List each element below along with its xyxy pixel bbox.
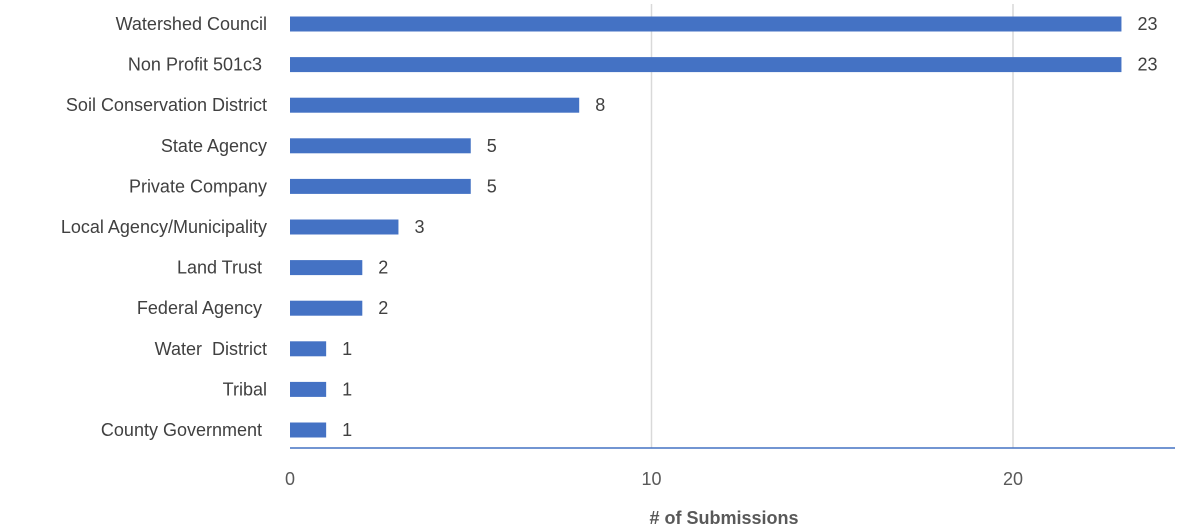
category-label: Non Profit 501c3 — [128, 55, 267, 75]
bars — [290, 16, 1122, 438]
data-label: 23 — [1137, 55, 1157, 75]
data-label: 8 — [595, 95, 605, 115]
bar — [290, 57, 1122, 73]
category-label: Local Agency/Municipality — [61, 217, 267, 237]
bar — [290, 300, 363, 316]
category-label: County Government — [101, 420, 267, 440]
data-label: 5 — [487, 176, 497, 196]
x-tick-label: 10 — [641, 469, 661, 489]
bar — [290, 138, 471, 154]
category-label: Tribal — [223, 379, 267, 399]
data-labels: 23 23 8 5 5 3 2 2 1 1 1 — [342, 14, 1157, 440]
bar — [290, 422, 327, 438]
data-label: 1 — [342, 379, 352, 399]
data-label: 2 — [378, 258, 388, 278]
category-label: Federal Agency — [137, 298, 267, 318]
bar — [290, 260, 363, 276]
category-label: State Agency — [161, 136, 267, 156]
bar — [290, 381, 327, 397]
bar — [290, 178, 471, 194]
data-label: 1 — [342, 420, 352, 440]
x-axis-title: # of Submissions — [649, 508, 798, 528]
data-label: 2 — [378, 298, 388, 318]
bar — [290, 219, 399, 235]
category-label: Watershed Council — [116, 14, 267, 34]
data-label: 23 — [1137, 14, 1157, 34]
category-label: Water District — [155, 339, 267, 359]
category-label: Land Trust — [177, 258, 267, 278]
bar — [290, 341, 327, 357]
category-labels: Watershed Council Non Profit 501c3 Soil C… — [61, 14, 267, 440]
x-tick-label: 20 — [1003, 469, 1023, 489]
x-tick-label: 0 — [285, 469, 295, 489]
category-label: Soil Conservation District — [66, 95, 267, 115]
bar — [290, 16, 1122, 32]
x-tick-labels: 0 10 20 — [285, 469, 1023, 489]
category-label: Private Company — [129, 176, 267, 196]
data-label: 3 — [414, 217, 424, 237]
data-label: 5 — [487, 136, 497, 156]
data-label: 1 — [342, 339, 352, 359]
bar — [290, 97, 580, 113]
gridlines — [650, 4, 1014, 448]
